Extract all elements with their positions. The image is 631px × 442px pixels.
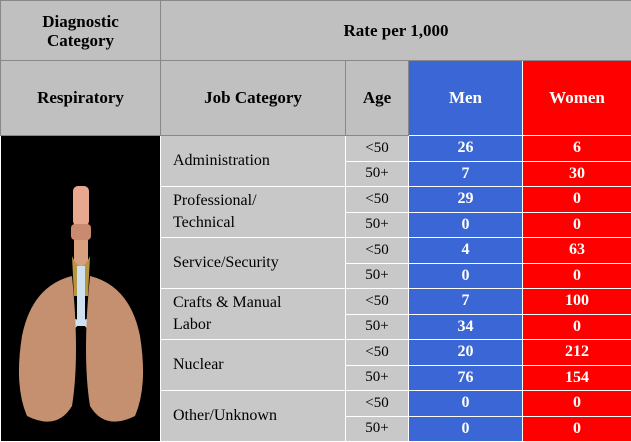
job-category: Administration xyxy=(173,150,308,172)
women-header: Women xyxy=(523,61,631,136)
men-rate: 0 xyxy=(409,391,523,417)
job-header: Job Category xyxy=(161,61,346,136)
age: 50+ xyxy=(346,263,409,289)
age: <50 xyxy=(346,238,409,264)
men-rate: 4 xyxy=(409,238,523,264)
age: <50 xyxy=(346,289,409,315)
women-rate: 212 xyxy=(523,340,631,366)
women-rate: 63 xyxy=(523,238,631,264)
men-rate: 7 xyxy=(409,289,523,315)
age: 50+ xyxy=(346,416,409,442)
age: <50 xyxy=(346,187,409,213)
women-rate: 30 xyxy=(523,161,631,187)
job-cell: Service/Security xyxy=(161,238,346,289)
men-rate: 0 xyxy=(409,416,523,442)
age: 50+ xyxy=(346,314,409,340)
job-cell: Nuclear xyxy=(161,340,346,391)
job-category: Professional/ Technical xyxy=(173,190,308,234)
women-rate: 6 xyxy=(523,136,631,162)
women-rate: 0 xyxy=(523,187,631,213)
men-rate: 34 xyxy=(409,314,523,340)
job-cell: Administration xyxy=(161,136,346,187)
job-category: Nuclear xyxy=(173,354,308,376)
job-cell: Crafts & Manual Labor xyxy=(161,289,346,340)
lungs-illustration xyxy=(2,136,160,436)
age: 50+ xyxy=(346,365,409,391)
job-category: Service/Security xyxy=(173,252,308,274)
women-rate: 0 xyxy=(523,314,631,340)
men-rate: 0 xyxy=(409,263,523,289)
women-rate: 100 xyxy=(523,289,631,315)
men-rate: 76 xyxy=(409,365,523,391)
women-rate: 154 xyxy=(523,365,631,391)
men-header: Men xyxy=(409,61,523,136)
diagnostic-category: Diagnostic Category xyxy=(26,12,136,50)
men-rate: 7 xyxy=(409,161,523,187)
age: <50 xyxy=(346,136,409,162)
women-rate: 0 xyxy=(523,212,631,238)
age: <50 xyxy=(346,340,409,366)
men-rate: 29 xyxy=(409,187,523,213)
header-cell: Diagnostic Category xyxy=(1,1,161,61)
men-rate: 0 xyxy=(409,212,523,238)
age-header: Age xyxy=(346,61,409,136)
respiratory-header: Respiratory xyxy=(1,61,161,136)
men-rate: 20 xyxy=(409,340,523,366)
rate-header: Rate per 1,000 xyxy=(161,1,631,61)
job-category: Other/Unknown xyxy=(173,405,308,427)
age: <50 xyxy=(346,391,409,417)
age: 50+ xyxy=(346,212,409,238)
job-cell: Other/Unknown xyxy=(161,391,346,442)
job-category: Crafts & Manual Labor xyxy=(173,292,308,336)
women-rate: 0 xyxy=(523,263,631,289)
age: 50+ xyxy=(346,161,409,187)
women-rate: 0 xyxy=(523,391,631,417)
women-rate: 0 xyxy=(523,416,631,442)
job-cell: Professional/ Technical xyxy=(161,187,346,238)
image-cell xyxy=(1,136,161,442)
men-rate: 26 xyxy=(409,136,523,162)
